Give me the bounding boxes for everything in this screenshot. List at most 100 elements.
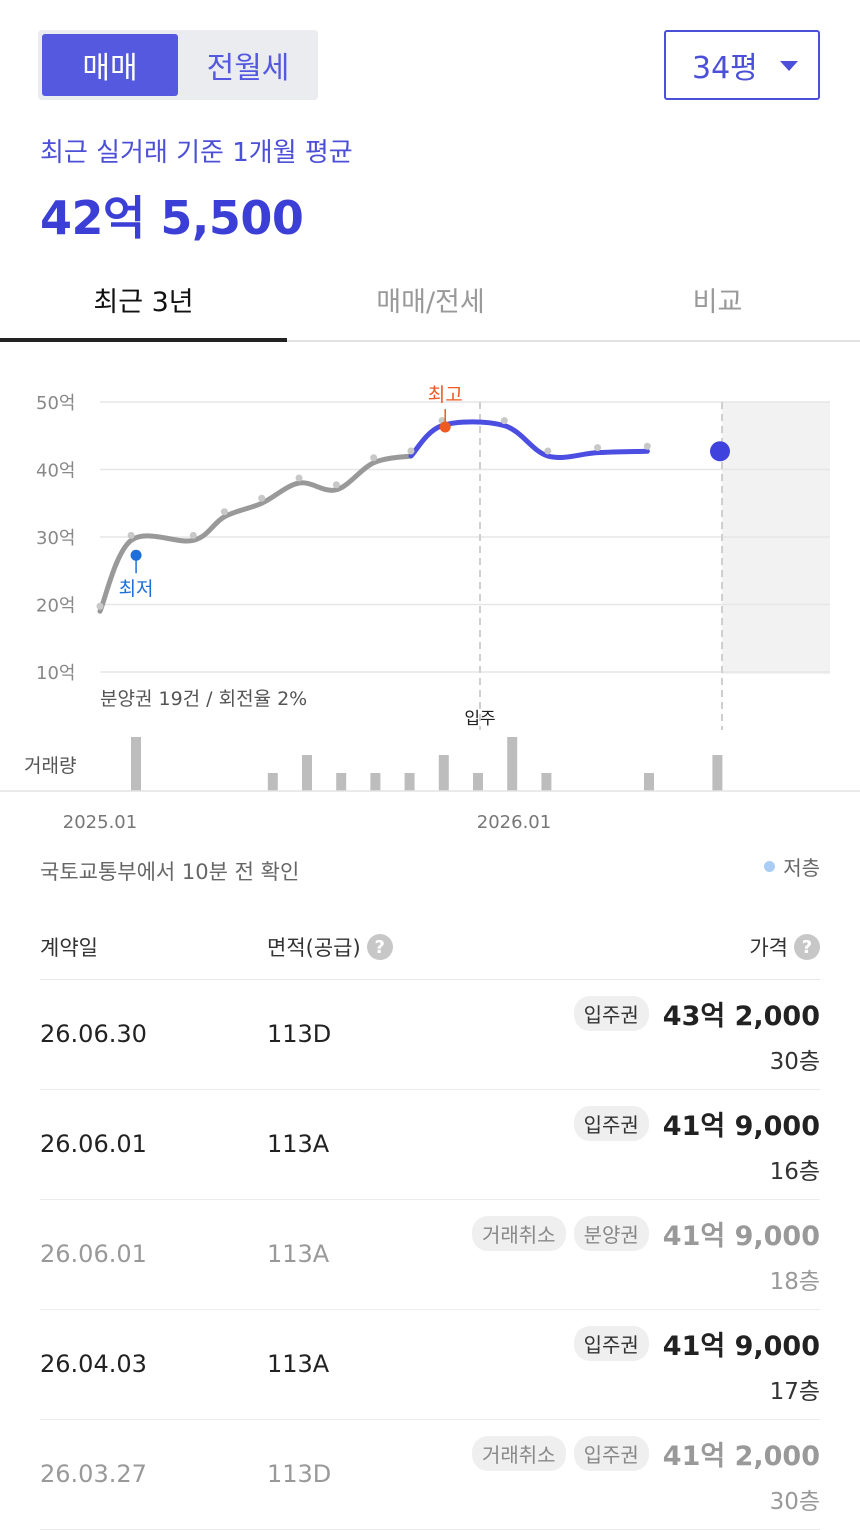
volume-bar [507, 737, 518, 791]
row-price: 41억 2,000 [662, 1441, 820, 1472]
row-badge: 거래취소 [471, 1436, 566, 1471]
row-price-line: 입주권 41억 9,000 [573, 1104, 820, 1143]
row-badge: 입주권 [573, 1106, 649, 1141]
row-area: 113D [267, 1460, 332, 1488]
max-label: 최고 [428, 384, 463, 406]
legend: 저층 [764, 852, 820, 881]
volume-bar [438, 755, 449, 791]
row-badge: 입주권 [573, 996, 649, 1031]
future-shade [722, 402, 830, 674]
price-chart: 50억 40억 30억 20억 10억 최저 최고 분양권 19건 / 회전율 2% 입주… [0, 384, 860, 833]
transactions-list: 26.06.30 113D 입주권 43억 2,000 30층 26.06.01 113A 입… [40, 980, 820, 1530]
volume-bar [370, 773, 381, 791]
active-tab-indicator [0, 338, 287, 342]
row-badge: 거래취소 [471, 1216, 566, 1251]
y-tick-label: 40억 [36, 461, 75, 482]
table-row[interactable]: 26.06.30 113D 입주권 43억 2,000 30층 [40, 980, 820, 1090]
average-price-value: 42억 5,500 [40, 191, 304, 245]
volume-bar [404, 773, 415, 791]
trade-point [189, 531, 197, 539]
trade-point [643, 442, 651, 450]
help-icon[interactable]: ? [794, 934, 820, 960]
legend-low-floor: 저층 [783, 856, 820, 880]
volume-bar [131, 737, 141, 791]
row-floor: 30층 [769, 1489, 820, 1515]
row-price-line: 거래취소 입주권 41억 2,000 [471, 1434, 820, 1473]
current-price-dot [710, 441, 730, 462]
y-tick-label: 50억 [36, 393, 75, 414]
row-price-line: 거래취소 분양권 41억 9,000 [471, 1214, 820, 1253]
table-row[interactable]: 26.06.01 113A 거래취소 분양권 41억 9,000 18층 [40, 1200, 820, 1310]
trade-point [332, 481, 340, 489]
max-marker [439, 421, 451, 433]
row-badge: 입주권 [573, 1436, 649, 1471]
tab-sale-jeonse[interactable]: 매매/전세 [376, 286, 485, 318]
row-price-line: 입주권 41억 9,000 [573, 1324, 820, 1363]
volume-bar [473, 773, 483, 791]
y-tick-label: 10억 [36, 663, 75, 684]
trade-point [544, 447, 552, 455]
volume-bar [336, 773, 347, 791]
transactions-header: 계약일 면적(공급) ? 가격 ? [40, 918, 820, 980]
average-price-label: 최근 실거래 기준 1개월 평균 [40, 138, 353, 168]
row-area: 113A [267, 1130, 330, 1158]
x-tick-2026: 2026.01 [477, 812, 551, 833]
row-price: 41억 9,000 [662, 1111, 820, 1142]
header-area: 면적(공급) ? [267, 932, 393, 962]
move-in-label: 입주 [464, 709, 495, 729]
row-date: 26.03.27 [40, 1460, 147, 1488]
rent-toggle-button[interactable]: 전월세 [206, 51, 290, 86]
trade-point [96, 602, 104, 610]
trade-point [594, 444, 602, 452]
y-tick-label: 20억 [36, 596, 75, 617]
header-date: 계약일 [40, 936, 98, 960]
row-floor: 16층 [769, 1159, 820, 1185]
trade-point [407, 447, 415, 455]
sale-toggle-button[interactable]: 매매 [42, 34, 178, 96]
price-line-recent [408, 419, 650, 460]
min-label: 최저 [119, 578, 154, 600]
volume-label: 거래량 [24, 755, 76, 777]
data-source-note: 국토교통부에서 10분 전 확인 [40, 860, 300, 884]
size-dropdown-value: 34평 [692, 51, 758, 86]
volume-bar [541, 773, 552, 791]
trade-point [127, 531, 135, 539]
table-row[interactable]: 26.06.01 113A 입주권 41억 9,000 16층 [40, 1090, 820, 1200]
trade-point [258, 494, 266, 502]
row-area: 113A [267, 1350, 330, 1378]
row-date: 26.06.01 [40, 1130, 147, 1158]
row-price: 41억 9,000 [662, 1331, 820, 1362]
trade-point [295, 474, 303, 482]
row-date: 26.06.30 [40, 1020, 147, 1048]
volume-bar [712, 755, 723, 791]
row-price: 41억 9,000 [662, 1221, 820, 1252]
help-icon[interactable]: ? [366, 934, 393, 960]
price-line-past [97, 453, 414, 614]
row-badge: 입주권 [573, 1326, 649, 1361]
row-area: 113A [267, 1240, 330, 1268]
row-date: 26.04.03 [40, 1350, 147, 1378]
volume-bar [267, 773, 278, 791]
tab-recent-3-years[interactable]: 최근 3년 [93, 286, 194, 318]
row-price-line: 입주권 43억 2,000 [573, 994, 820, 1033]
caret-down-icon [780, 61, 798, 71]
table-row[interactable]: 26.03.27 113D 거래취소 입주권 41억 2,000 30층 [40, 1420, 820, 1530]
row-badge: 분양권 [573, 1216, 649, 1251]
row-date: 26.06.01 [40, 1240, 147, 1268]
size-dropdown[interactable]: 34평 [664, 30, 820, 100]
y-tick-label: 30억 [36, 528, 75, 549]
row-area: 113D [267, 1020, 332, 1048]
min-marker [130, 549, 142, 561]
volume-bar [644, 773, 654, 791]
x-tick-2025: 2025.01 [63, 812, 137, 833]
row-floor: 30층 [769, 1049, 820, 1075]
trade-type-toggle: 매매 전월세 [38, 30, 318, 100]
trade-point [370, 454, 378, 462]
tab-compare[interactable]: 비교 [692, 286, 743, 318]
volume-bar [302, 755, 312, 791]
period-tabs: 최근 3년 매매/전세 비교 [0, 258, 860, 342]
row-floor: 17층 [769, 1379, 820, 1405]
table-row[interactable]: 26.04.03 113A 입주권 41억 9,000 17층 [40, 1310, 820, 1420]
header-price: 가격 ? [749, 932, 820, 962]
trade-point [500, 417, 508, 425]
